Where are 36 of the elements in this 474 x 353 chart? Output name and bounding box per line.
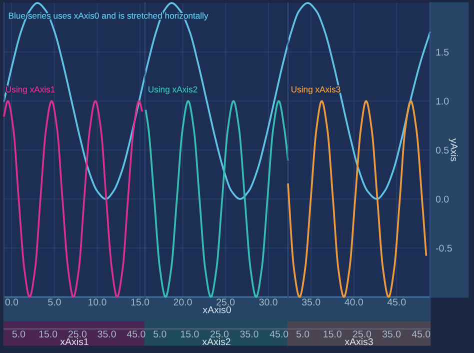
x-tick-label: 35.0 (382, 330, 401, 338)
x-tick-label: 15.0 (131, 298, 150, 306)
x-tick-label: 35.0 (240, 330, 258, 338)
y-tick-label: 0.5 (436, 146, 449, 154)
x-tick-label: 25.0 (216, 298, 235, 306)
x-axis-title: xAxis3 (344, 338, 373, 346)
x-tick-label: 40.0 (344, 298, 363, 306)
x-tick-label: 15.0 (39, 330, 58, 338)
y-tick-label: -0.5 (436, 244, 452, 252)
y-tick-label: 1.0 (436, 98, 449, 105)
x-tick-label: 0.0 (5, 298, 18, 306)
series-label: Using xAxis2 (148, 86, 198, 94)
y-axis-title: yAxis (448, 138, 458, 162)
x-tick-label: 20.0 (174, 298, 192, 306)
x-tick-label: 5.0 (154, 330, 166, 338)
x-tick-label: 30.0 (259, 298, 278, 306)
x-tick-label: 45.0 (270, 330, 288, 338)
x-tick-label: 35.0 (302, 298, 320, 306)
x-tick-label: 5.0 (48, 298, 61, 306)
y-tick-label: 0.0 (436, 196, 449, 203)
x-axis-title: xAxis1 (60, 338, 88, 346)
x-tick-label: 25.0 (210, 330, 229, 338)
x-tick-label: 35.0 (98, 330, 116, 338)
x-axis-title: xAxis2 (202, 338, 230, 346)
y-tick-label: 1.5 (436, 48, 449, 56)
x-tick-label: 45.0 (387, 298, 406, 306)
x-tick-label: 5.0 (12, 330, 26, 338)
x-tick-label: 15.0 (324, 330, 342, 338)
x-tick-label: 45.0 (126, 330, 146, 338)
x-tick-label: 15.0 (180, 330, 199, 338)
x-axis-title: xAxis0 (202, 306, 231, 314)
x-tick-label: 10.0 (88, 298, 106, 306)
x-tick-label: 5.0 (296, 330, 310, 338)
x-tick-label: 25.0 (352, 330, 372, 338)
x-tick-label: 25.0 (68, 330, 87, 338)
x-tick-label: 45.0 (412, 330, 430, 338)
